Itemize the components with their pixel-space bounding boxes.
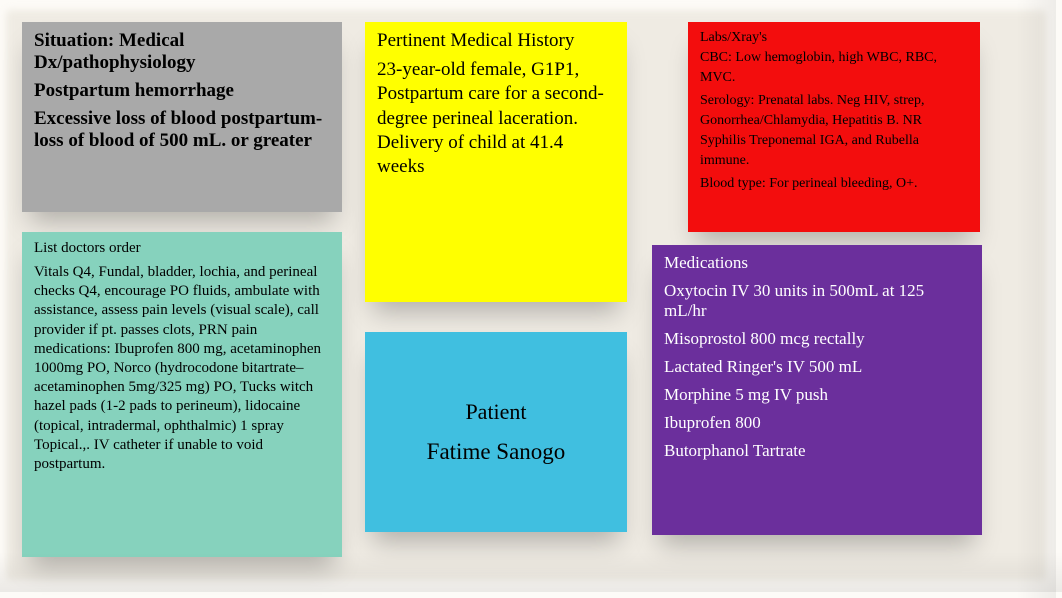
labs-card: Labs/Xray's CBC: Low hemoglobin, high WB… [688,22,980,232]
patient-card: Patient Fatime Sanogo [365,332,627,532]
patient-label: Patient [377,399,615,425]
meds-item: Morphine 5 mg IV push [664,385,970,405]
concept-map-stage: Situation: Medical Dx/pathophysiology Po… [0,0,1062,598]
orders-body: Vitals Q4, Fundal, bladder, lochia, and … [34,263,330,474]
meds-item: Butorphanol Tartrate [664,441,970,461]
meds-title: Medications [664,253,970,273]
situation-line-1: Postpartum hemorrhage [34,80,330,102]
labs-title: Labs/Xray's [700,30,968,46]
patient-name: Fatime Sanogo [377,439,615,465]
meds-item: Lactated Ringer's IV 500 mL [664,357,970,377]
meds-item: Misoprostol 800 mcg rectally [664,329,970,349]
meds-item: Ibuprofen 800 [664,413,970,433]
situation-card: Situation: Medical Dx/pathophysiology Po… [22,22,342,212]
orders-card: List doctors order Vitals Q4, Fundal, bl… [22,232,342,557]
situation-line-2: Excessive loss of blood postpartum-loss … [34,108,330,152]
labs-line-2: Serology: Prenatal labs. Neg HIV, strep,… [700,91,968,172]
orders-title: List doctors order [34,240,330,257]
history-title: Pertinent Medical History [377,30,615,52]
meds-item: Oxytocin IV 30 units in 500mL at 125 mL/… [664,281,970,321]
history-body: 23-year-old female, G1P1, Postpartum car… [377,58,615,180]
labs-line-3: Blood type: For perineal bleeding, O+. [700,174,968,194]
history-card: Pertinent Medical History 23-year-old fe… [365,22,627,302]
situation-title: Situation: Medical Dx/pathophysiology [34,30,330,74]
labs-line-1: CBC: Low hemoglobin, high WBC, RBC, MVC. [700,48,968,89]
meds-card: Medications Oxytocin IV 30 units in 500m… [652,245,982,535]
